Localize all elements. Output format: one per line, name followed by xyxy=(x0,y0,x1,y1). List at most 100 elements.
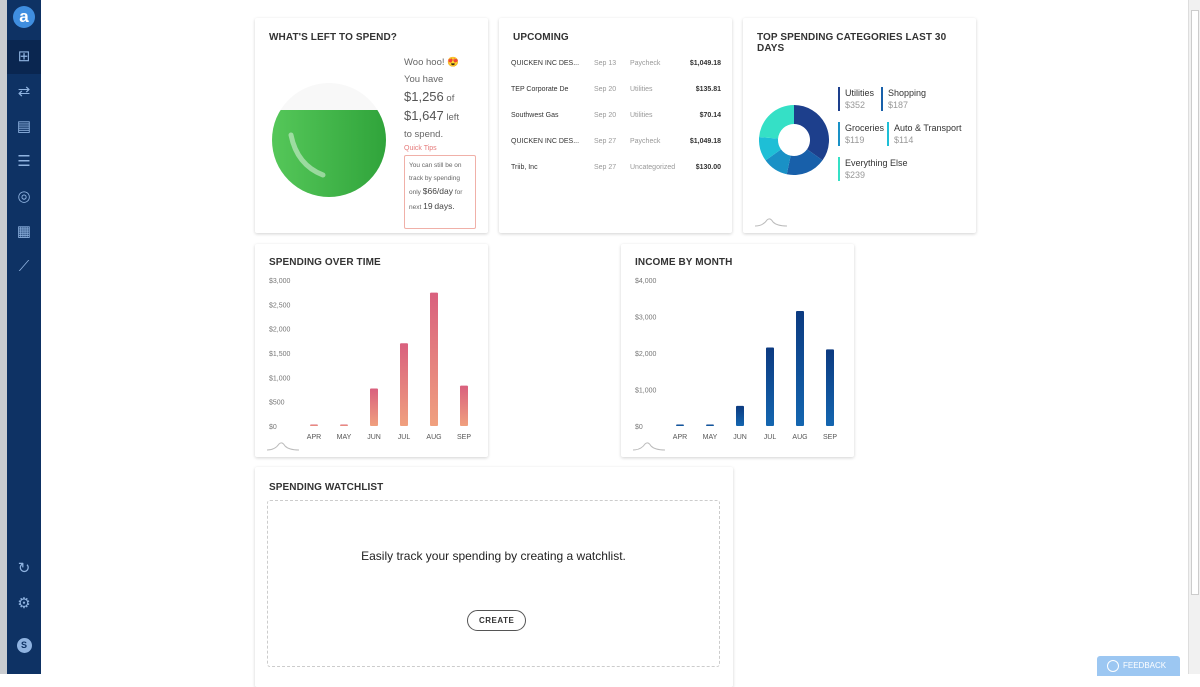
x-tick-label: AUG xyxy=(792,434,807,441)
upcoming-row[interactable]: Triib, Inc Sep 27 Uncategorized $130.00 xyxy=(511,164,721,176)
x-tick-label: APR xyxy=(307,434,321,441)
bar[interactable] xyxy=(400,343,408,426)
refresh-icon[interactable]: ↻ xyxy=(17,560,31,577)
upcoming-row[interactable]: TEP Corporate De Sep 20 Utilities $135.81 xyxy=(511,86,721,98)
legend-value: $187 xyxy=(888,100,909,110)
legend-item: Everything Else $239 xyxy=(838,157,908,181)
bar[interactable] xyxy=(796,311,804,426)
planning-icon[interactable]: ◎ xyxy=(17,188,31,205)
text: days. xyxy=(434,200,455,211)
y-tick-label: $4,000 xyxy=(635,278,657,285)
y-tick-label: $2,000 xyxy=(635,351,657,358)
dashboard-icon[interactable]: ⊞ xyxy=(7,40,41,74)
legend-item: Utilities $352 xyxy=(838,87,874,111)
bar[interactable] xyxy=(310,424,318,427)
donut-slice[interactable] xyxy=(786,149,823,175)
x-tick-label: SEP xyxy=(457,434,471,441)
legend-item: Groceries $119 xyxy=(838,122,884,146)
y-tick-label: $1,500 xyxy=(269,351,291,358)
donut-slice[interactable] xyxy=(794,105,829,161)
upcoming-name: Triib, Inc xyxy=(511,164,538,171)
legend-label: Utilities xyxy=(845,88,875,98)
left-to-spend-card: WHAT'S LEFT TO SPEND? Woo hoo! 😍 You hav… xyxy=(255,18,488,233)
upcoming-date: Sep 20 xyxy=(594,112,617,119)
x-tick-label: SEP xyxy=(823,434,837,441)
text: for next xyxy=(409,189,463,211)
tip-amount: $66/day xyxy=(422,186,453,196)
bills-icon[interactable]: ▤ xyxy=(16,118,32,135)
bar[interactable] xyxy=(706,424,714,427)
quick-tip-box: You can still be on track by spending on… xyxy=(404,155,476,229)
upcoming-category: Paycheck xyxy=(630,60,661,67)
x-tick-label: JUL xyxy=(764,434,777,441)
bar[interactable] xyxy=(766,347,774,426)
y-tick-label: $0 xyxy=(269,424,277,431)
x-tick-label: APR xyxy=(673,434,687,441)
legend-label: Auto & Transport xyxy=(894,123,962,133)
transactions-icon[interactable]: ⇄ xyxy=(17,83,31,100)
watchlist-empty-area: Easily track your spending by creating a… xyxy=(267,500,720,667)
legend-value: $352 xyxy=(845,100,866,110)
text: of xyxy=(446,93,455,104)
upcoming-name: Southwest Gas xyxy=(511,112,559,119)
upcoming-name: QUICKEN INC DES... xyxy=(511,60,580,67)
upcoming-amount: $1,049.18 xyxy=(689,60,721,67)
create-watchlist-button[interactable]: CREATE xyxy=(467,610,527,631)
bar[interactable] xyxy=(430,292,438,426)
upcoming-row[interactable]: QUICKEN INC DES... Sep 27 Paycheck $1,049.1… xyxy=(511,138,721,150)
spend-gauge xyxy=(272,83,386,197)
upcoming-date: Sep 13 xyxy=(594,60,617,67)
app-logo[interactable]: a xyxy=(13,6,35,28)
y-tick-label: $3,000 xyxy=(635,315,657,322)
donut-slice[interactable] xyxy=(759,137,782,161)
spending-over-time-card: SPENDING OVER TIME $3,000 $2,500 $2,000 $1,… xyxy=(255,244,488,457)
bar[interactable] xyxy=(736,405,744,426)
bar[interactable] xyxy=(460,385,468,426)
bar[interactable] xyxy=(370,388,378,426)
upcoming-amount: $135.81 xyxy=(695,86,721,93)
accounts-icon[interactable]: ☰ xyxy=(17,153,31,170)
chart-sparkline-icon xyxy=(633,442,665,451)
text: to spend. xyxy=(404,129,444,140)
page-scrollbar[interactable] xyxy=(1188,0,1200,674)
upcoming-row[interactable]: Southwest Gas Sep 20 Utilities $70.14 xyxy=(511,112,721,124)
legend-value: $239 xyxy=(845,170,866,180)
text: You have xyxy=(404,74,444,85)
card-title: TOP SPENDING CATEGORIES LAST 30 DAYS xyxy=(757,32,947,54)
legend-value: $114 xyxy=(894,135,914,145)
feedback-button[interactable]: FEEDBACK xyxy=(1097,656,1180,676)
y-tick-label: $2,000 xyxy=(269,327,291,334)
upcoming-amount: $130.00 xyxy=(695,164,721,171)
scrollbar-thumb[interactable] xyxy=(1191,10,1199,595)
spending-watchlist-card: SPENDING WATCHLIST Easily track your spe… xyxy=(255,467,733,687)
y-tick-label: $2,500 xyxy=(269,302,291,309)
x-tick-label: MAY xyxy=(703,434,718,441)
bar[interactable] xyxy=(676,424,684,427)
tip-days: 19 xyxy=(423,200,433,211)
profile-icon[interactable]: S xyxy=(7,627,41,661)
upcoming-card: UPCOMING QUICKEN INC DES... Sep 13 Paychec… xyxy=(499,18,732,233)
remaining-amount: $1,256 xyxy=(404,89,444,104)
donut-chart xyxy=(759,105,829,175)
income-by-month-card: INCOME BY MONTH $4,000 $3,000 $2,000 $1,000… xyxy=(621,244,854,457)
reports-icon[interactable]: ▦ xyxy=(16,223,32,240)
text: You can still be on track by spending on… xyxy=(409,162,462,196)
legend-value: $119 xyxy=(845,135,865,145)
donut-slice[interactable] xyxy=(765,149,791,175)
income-bar-chart: $4,000 $3,000 $2,000 $1,000 $0 APR MAY JUN JUL AU… xyxy=(635,278,837,441)
settings-icon[interactable]: ⚙ xyxy=(17,595,31,612)
y-tick-label: $0 xyxy=(635,424,643,431)
upcoming-row[interactable]: QUICKEN INC DES... Sep 13 Paycheck $1,049.1… xyxy=(511,60,721,72)
bar[interactable] xyxy=(826,349,834,426)
upcoming-category: Utilities xyxy=(630,112,653,119)
bar[interactable] xyxy=(340,424,348,427)
upcoming-category: Uncategorized xyxy=(630,164,676,171)
y-tick-label: $1,000 xyxy=(635,388,657,395)
quick-tips-label: Quick Tips xyxy=(404,145,437,152)
upcoming-name: QUICKEN INC DES... xyxy=(511,138,580,145)
card-title: SPENDING OVER TIME xyxy=(269,257,381,268)
text: left xyxy=(446,112,460,123)
chart-sparkline-icon xyxy=(755,218,787,227)
donut-slice[interactable] xyxy=(759,105,794,139)
investments-icon[interactable]: ⟋ xyxy=(18,258,30,275)
